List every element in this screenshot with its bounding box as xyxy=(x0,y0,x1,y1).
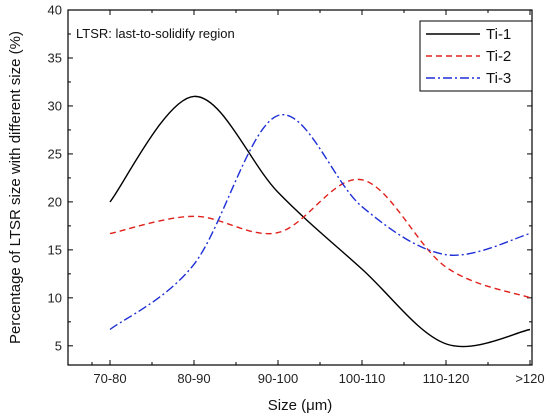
y-tick-label: 40 xyxy=(48,3,62,18)
x-tick-label: 100-110 xyxy=(339,371,386,386)
legend: Ti-1 Ti-2 Ti-3 xyxy=(419,20,533,92)
y-tick-label: 25 xyxy=(48,146,62,161)
plot-frame xyxy=(67,9,533,366)
series-line-ti-1 xyxy=(109,95,531,348)
x-tick-label: 70-80 xyxy=(93,371,126,386)
series-line-ti-3 xyxy=(109,114,531,331)
legend-label: Ti-3 xyxy=(486,70,511,87)
legend-label: Ti-1 xyxy=(486,26,511,43)
x-tick-label: 110-120 xyxy=(423,371,470,386)
y-tick-label: 30 xyxy=(48,98,62,113)
axes xyxy=(67,9,533,366)
x-axis-label: Size (μm) xyxy=(268,397,332,414)
y-axis-ticks: 5 10 15 20 25 30 35 40 xyxy=(48,3,532,353)
x-tick-label: 90-100 xyxy=(258,371,298,386)
y-tick-label: 5 xyxy=(55,338,62,353)
x-axis-ticks: 70-80 80-90 90-100 100-110 110-120 >120 xyxy=(91,10,545,386)
y-tick-label: 15 xyxy=(48,242,62,257)
y-axis-label: Percentage of LTSR size with different s… xyxy=(7,31,24,344)
y-tick-label: 10 xyxy=(48,290,62,305)
legend-label: Ti-2 xyxy=(486,48,511,65)
y-tick-label: 20 xyxy=(48,194,62,209)
x-tick-label: 80-90 xyxy=(177,371,210,386)
x-tick-label: >120 xyxy=(515,371,544,386)
y-tick-label: 35 xyxy=(48,50,62,65)
series-line-ti-2 xyxy=(109,178,531,299)
chart-annotation: LTSR: last-to-solidify region xyxy=(76,26,235,41)
series-lines xyxy=(109,95,531,348)
